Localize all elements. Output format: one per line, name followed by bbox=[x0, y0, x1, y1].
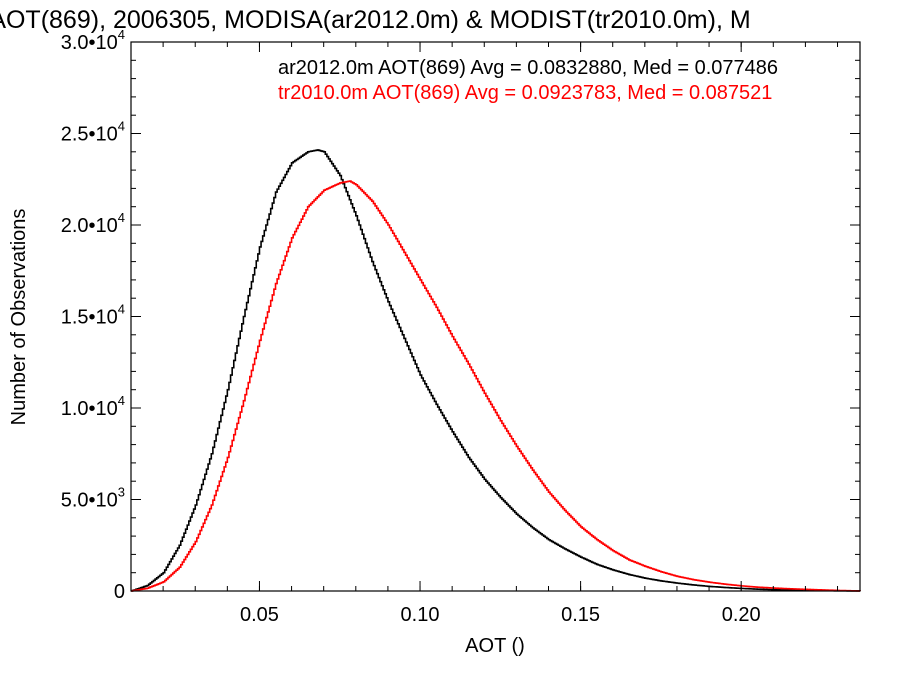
legend-entry-ar2012: ar2012.0m AOT(869) Avg = 0.0832880, Med … bbox=[278, 57, 778, 79]
plot-frame bbox=[130, 41, 861, 592]
y-tick-label: 5.0•103 bbox=[61, 485, 125, 512]
series-line-tr2010 bbox=[131, 180, 861, 592]
x-tick-label: 0.10 bbox=[401, 604, 440, 626]
y-tick-label: 1.0•104 bbox=[61, 393, 125, 420]
series-group bbox=[131, 149, 861, 592]
x-tick-label: 0.05 bbox=[240, 604, 279, 626]
y-axis-label: Number of Observations bbox=[8, 209, 30, 426]
y-tick-label: 1.5•104 bbox=[61, 302, 125, 329]
x-tick-label: 0.20 bbox=[722, 604, 761, 626]
legend-entry-tr2010: tr2010.0m AOT(869) Avg = 0.0923783, Med … bbox=[278, 82, 772, 104]
x-tick-label: 0.15 bbox=[561, 604, 600, 626]
series-line-ar2012 bbox=[131, 149, 861, 592]
y-tick-label: 3.0•104 bbox=[61, 27, 125, 54]
y-axis: 0 5.0•103 1.0•104 1.5•104 2.0•104 2.5•104 3.0•… bbox=[61, 27, 860, 603]
y-tick-label: 2.5•104 bbox=[61, 119, 125, 146]
x-axis-label: AOT () bbox=[465, 635, 525, 657]
legend: ar2012.0m AOT(869) Avg = 0.0832880, Med … bbox=[278, 57, 778, 104]
y-tick-label: 2.0•104 bbox=[61, 210, 125, 237]
x-axis: 0.05 0.10 0.15 0.20 bbox=[130, 42, 839, 626]
y-tick-label: 0 bbox=[114, 581, 125, 603]
chart-title: AOT(869), 2006305, MODISA(ar2012.0m) & M… bbox=[0, 6, 751, 34]
